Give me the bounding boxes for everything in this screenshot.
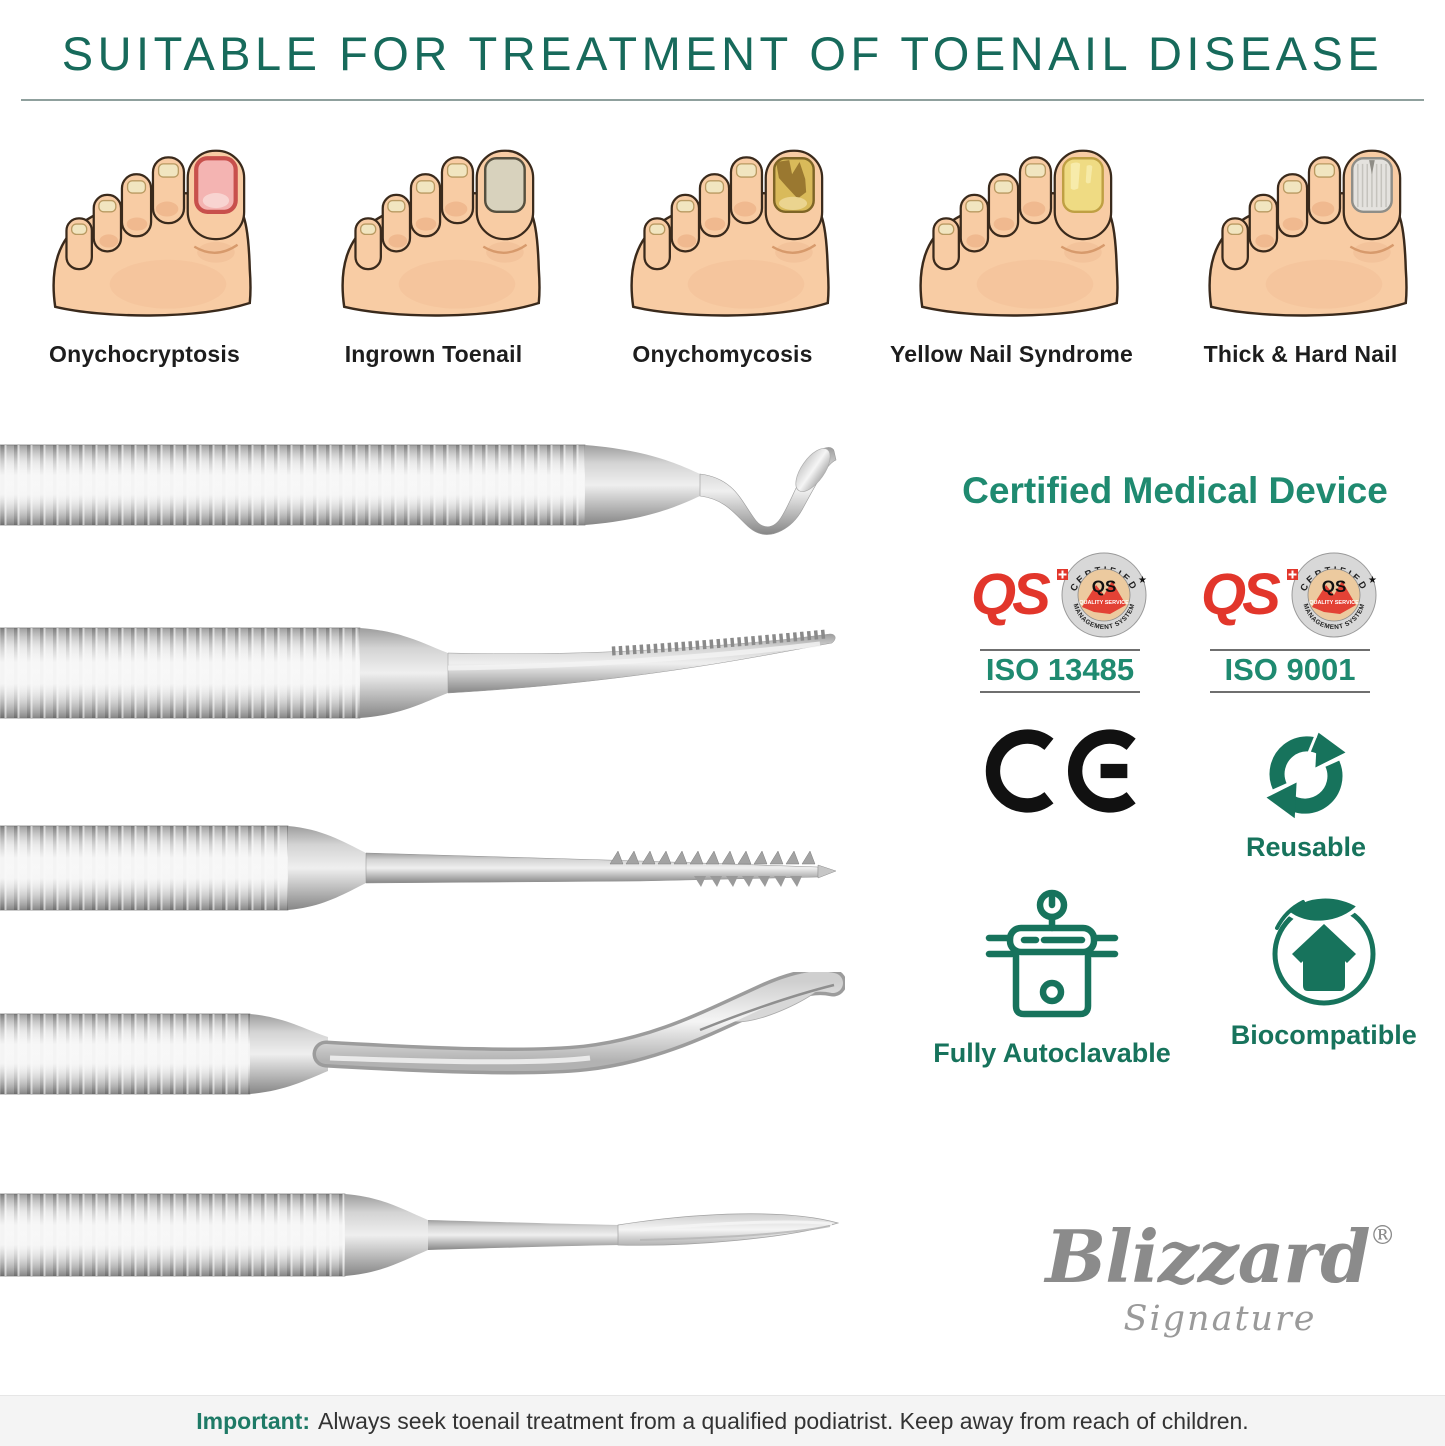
condition-label: Onychocryptosis — [49, 341, 240, 367]
biocompatible-feature: Biocompatible — [1231, 888, 1417, 1069]
certification-heading: Certified Medical Device — [962, 470, 1388, 511]
ce-reusable-row: Reusable — [930, 728, 1420, 863]
qs-seal-icon: QS CERTIFIED MANAGEMENT SYSTEM QS QUALIT… — [971, 550, 1149, 645]
iso-badges-row: QS CERTIFIED MANAGEMENT SYSTEM QS QUALIT… — [930, 550, 1420, 693]
iso-13485-label: ISO 13485 — [980, 649, 1140, 693]
certification-panel: Certified Medical Device QS CERTIFIED MA… — [930, 470, 1420, 1068]
condition-label: Ingrown Toenail — [344, 341, 523, 367]
footer-text: Always seek toenail treatment from a qua… — [318, 1407, 1249, 1434]
svg-text:★: ★ — [1368, 575, 1377, 586]
foot-illustration-onychomycosis — [605, 126, 840, 331]
brand-tagline: Signature — [1123, 1299, 1317, 1339]
footer-disclaimer-bar: Important: Always seek toenail treatment… — [0, 1395, 1445, 1446]
foot-illustration-thick-hard-nail — [1183, 126, 1418, 331]
condition-label: Yellow Nail Syndrome — [889, 341, 1134, 367]
registered-trademark-icon: ® — [1369, 1221, 1396, 1251]
header: SUITABLE FOR TREATMENT OF TOENAIL DISEAS… — [0, 0, 1445, 101]
ce-mark — [984, 728, 1156, 863]
svg-text:QS: QS — [1322, 577, 1347, 596]
condition-onychocryptosis: Onychocryptosis — [0, 126, 289, 368]
footer-highlight: Important: — [196, 1407, 311, 1434]
svg-text:QS: QS — [971, 562, 1051, 627]
iso-13485-badge: QS CERTIFIED MANAGEMENT SYSTEM QS QUALIT… — [971, 550, 1149, 693]
autoclave-bio-row: Fully Autoclavable Biocompatible — [930, 888, 1420, 1069]
instrument-straight-nail-rasp — [0, 808, 845, 928]
instrument-curved-nail-lifter — [0, 420, 845, 580]
instrument-flat-spatula-file — [0, 1178, 845, 1293]
reusable-icon — [1266, 729, 1346, 819]
foot-illustration-onychocryptosis — [27, 126, 262, 331]
iso-9001-badge: QS CERTIFIED MANAGEMENT SYSTEM QS QUALIT… — [1201, 550, 1379, 693]
svg-text:QUALITY SERVICE: QUALITY SERVICE — [1309, 600, 1359, 606]
autoclavable-label: Fully Autoclavable — [933, 1038, 1171, 1068]
biocompatible-label: Biocompatible — [1230, 1020, 1417, 1050]
svg-text:QUALITY SERVICE: QUALITY SERVICE — [1079, 600, 1129, 606]
ce-mark-icon — [985, 729, 1136, 813]
foot-illustration-ingrown-toenail — [316, 126, 551, 331]
autoclavable-feature: Fully Autoclavable — [933, 888, 1171, 1069]
iso-9001-label: ISO 9001 — [1210, 649, 1370, 693]
condition-thick-hard-nail: Thick & Hard Nail — [1156, 126, 1445, 368]
header-divider — [21, 99, 1424, 101]
page-title: SUITABLE FOR TREATMENT OF TOENAIL DISEAS… — [61, 27, 1384, 80]
condition-label: Onychomycosis — [632, 341, 813, 367]
condition-label: Thick & Hard Nail — [1203, 341, 1398, 367]
brand-name: Blizzard® — [1020, 1196, 1420, 1297]
qs-seal-icon: QS CERTIFIED MANAGEMENT SYSTEM QS QUALIT… — [1201, 550, 1379, 645]
instrument-curved-elevator — [0, 972, 845, 1122]
condition-yellow-nail-syndrome: Yellow Nail Syndrome — [867, 126, 1156, 368]
svg-text:QS: QS — [1092, 577, 1117, 596]
condition-ingrown-toenail: Ingrown Toenail — [289, 126, 578, 368]
condition-onychomycosis: Onychomycosis — [578, 126, 867, 368]
autoclave-icon — [985, 889, 1119, 1018]
brand-logo: Blizzard® Signature — [1020, 1196, 1420, 1340]
foot-illustration-yellow-nail — [894, 126, 1129, 331]
conditions-row: Onychocryptosis Ingrown Toenail — [0, 126, 1445, 368]
svg-text:★: ★ — [1138, 575, 1147, 586]
biocompatible-icon — [1272, 894, 1376, 1006]
instrument-serrated-nail-file — [0, 608, 845, 738]
reusable-feature: Reusable — [1246, 728, 1366, 863]
brand-name-text: Blizzard — [1045, 1214, 1370, 1299]
svg-text:QS: QS — [1201, 562, 1281, 627]
reusable-label: Reusable — [1245, 832, 1367, 862]
